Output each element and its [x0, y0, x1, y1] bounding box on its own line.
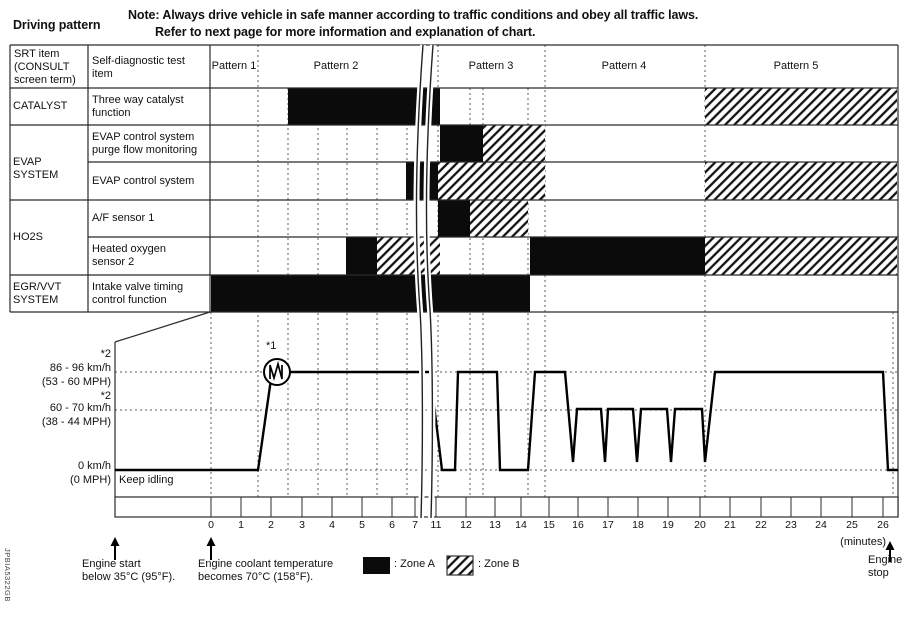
srt-item-label: HO2S [13, 231, 43, 243]
keep-idling-label: Keep idling [119, 474, 174, 486]
minute-tick-label: 12 [460, 519, 472, 531]
pattern-header: Pattern 1 [211, 60, 257, 72]
speed-mid-mph-label: (38 - 44 MPH) [41, 416, 111, 428]
test-item-label: EVAP control system purge flow monitorin… [92, 130, 198, 156]
minute-tick-label: 0 [208, 519, 214, 531]
pattern-header: Pattern 3 [468, 60, 514, 72]
engine-start-annotation: Engine start below 35°C (95°F). [82, 558, 176, 583]
zone-b-bar [705, 162, 897, 200]
zone-a-bar [530, 237, 705, 275]
footnote-2-marker-high: *2 [100, 348, 111, 360]
pattern-header: Pattern 4 [601, 60, 647, 72]
legend-zone-b-label: : Zone B [478, 558, 520, 570]
test-item-label: EVAP control system [92, 174, 195, 187]
note-line1: Note: Always drive vehicle in safe manne… [128, 8, 699, 22]
table-grid [9, 44, 899, 517]
minute-tick-label: 18 [632, 519, 644, 531]
zone-a-bar [440, 125, 483, 162]
zone-b-bar [470, 200, 528, 237]
zone-b-bar [438, 162, 545, 200]
figure-title: Driving pattern [13, 18, 101, 32]
srt-item-label: CATALYST [13, 100, 68, 112]
zone-b-bar [705, 237, 897, 275]
minute-tick-label: 20 [694, 519, 706, 531]
zone-a-bar [211, 275, 530, 312]
minute-tick-label: 5 [359, 519, 365, 531]
minute-tick-label: 17 [602, 519, 614, 531]
test-item-label: Intake valve timing control function [92, 280, 184, 306]
legend-zone-a-label: : Zone A [394, 558, 435, 570]
figure-code-watermark: JPBIA5322GB [3, 548, 12, 602]
zone-a-bar [346, 237, 377, 275]
speed-zero-label: 0 km/h [77, 460, 111, 472]
coolant-temperature-annotation: Engine coolant temperature becomes 70°C … [198, 558, 334, 583]
zone-b-bar [483, 125, 545, 162]
zone-b-bar [705, 88, 897, 125]
minute-tick-label: 4 [329, 519, 335, 531]
minute-tick-label: 6 [389, 519, 395, 531]
srt-item-column-header: SRT item (CONSULT screen term) [14, 48, 76, 86]
minute-tick-label: 2 [268, 519, 274, 531]
speed-high-mph-label: (53 - 60 MPH) [41, 376, 111, 388]
speed-high-label: 86 - 96 km/h [49, 362, 111, 374]
minute-tick-label: 16 [572, 519, 584, 531]
minute-tick-label: 25 [846, 519, 858, 531]
srt-item-label: EGR/VVT SYSTEM [13, 280, 62, 306]
minutes-axis-label: (minutes) [840, 536, 886, 548]
minute-tick-label: 11 [430, 519, 442, 531]
time-axis [114, 496, 899, 518]
minute-tick-label: 26 [877, 519, 889, 531]
zone-a-bar [438, 200, 470, 237]
minute-tick-label: 13 [489, 519, 501, 531]
minute-tick-label: 22 [755, 519, 767, 531]
speed-trace [115, 370, 898, 472]
test-item-label: Heated oxygen sensor 2 [92, 243, 166, 268]
minute-tick-label: 14 [515, 519, 527, 531]
gear-shift-symbol [263, 358, 291, 386]
legend-swatches [363, 555, 474, 576]
marker-arrows [110, 537, 895, 562]
test-item-column-header: Self-diagnostic test item [92, 55, 185, 80]
engine-stop-annotation: Engine stop [868, 554, 903, 579]
srt-item-label: EVAP SYSTEM [13, 156, 59, 181]
zone-a-swatch [363, 557, 390, 574]
pattern-header: Pattern 5 [773, 60, 819, 72]
zone-b-swatch [446, 555, 474, 576]
minute-tick-label: 7 [412, 519, 418, 531]
footnote-1-marker: *1 [266, 340, 277, 352]
minute-tick-label: 19 [662, 519, 674, 531]
test-item-label: A/F sensor 1 [92, 212, 155, 224]
minute-tick-label: 24 [815, 519, 827, 531]
minute-tick-label: 3 [299, 519, 305, 531]
speed-mid-label: 60 - 70 km/h [49, 402, 111, 414]
zone-a-bar [406, 162, 438, 200]
test-item-label: Three way catalyst function [92, 93, 184, 119]
minute-tick-label: 23 [785, 519, 797, 531]
pattern-header: Pattern 2 [313, 60, 359, 72]
minute-tick-label: 15 [543, 519, 555, 531]
minute-tick-label: 21 [724, 519, 736, 531]
minute-tick-label: 1 [238, 519, 244, 531]
note-line2: Refer to next page for more information … [155, 25, 536, 39]
footnote-2-marker-mid: *2 [100, 390, 111, 402]
zone-bars [211, 88, 897, 312]
speed-zero-mph-label: (0 MPH) [70, 474, 111, 486]
axis-break-marks [413, 44, 436, 519]
zone-a-bar [288, 88, 440, 125]
